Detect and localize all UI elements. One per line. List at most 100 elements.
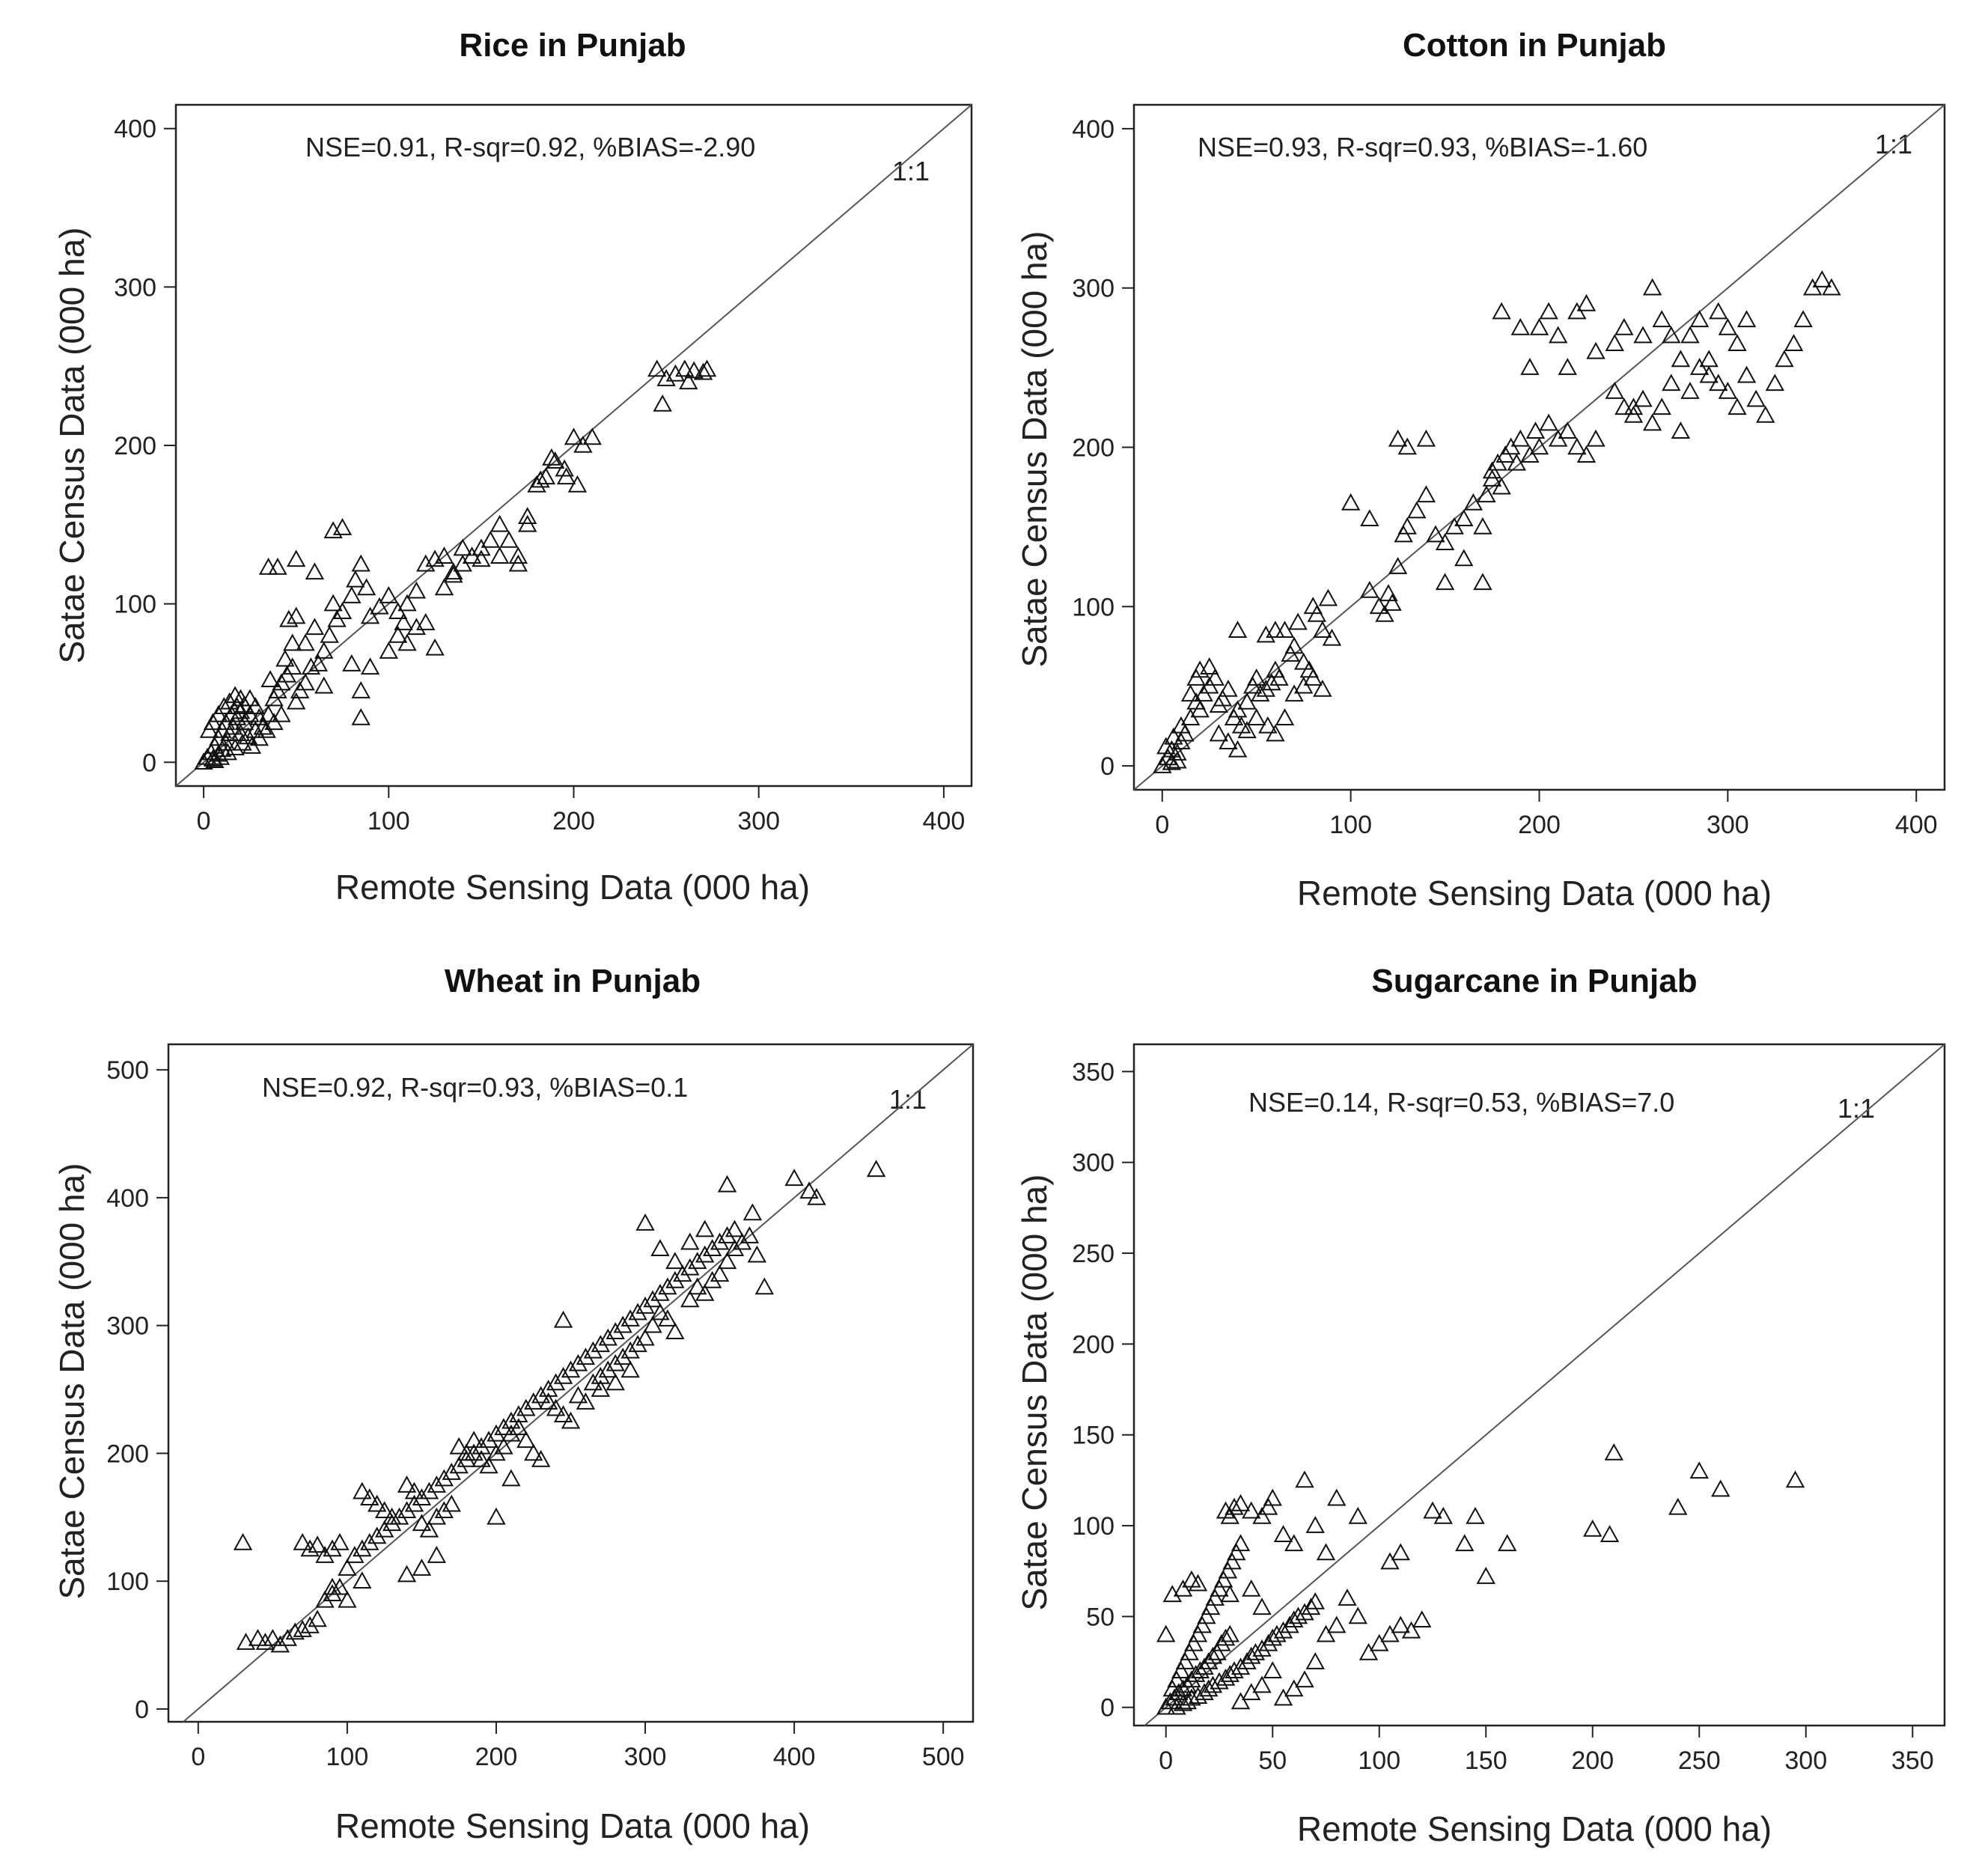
data-point (542, 448, 561, 466)
data-point (487, 1507, 506, 1525)
data-point (1567, 437, 1587, 455)
data-point (1203, 1646, 1223, 1664)
data-point (210, 747, 231, 765)
data-point (1454, 549, 1474, 567)
data-point (1316, 1543, 1336, 1561)
data-point (338, 1559, 357, 1576)
data-point (412, 1559, 432, 1576)
y-tick-label: 100 (1072, 1512, 1114, 1541)
data-point (1498, 1534, 1517, 1552)
data-point (314, 676, 334, 694)
one-to-one-line (183, 1044, 974, 1723)
data-point (406, 618, 427, 636)
x-tick-label: 100 (368, 807, 410, 835)
data-point (412, 1488, 432, 1505)
data-point (397, 594, 417, 612)
chart-title: Rice in Punjab (459, 27, 686, 64)
data-point (1520, 358, 1540, 375)
data-point (1435, 573, 1455, 591)
data-point (1162, 1679, 1182, 1697)
data-point (286, 606, 306, 624)
data-point (419, 1520, 439, 1538)
data-point (1718, 317, 1738, 335)
data-point (799, 1181, 819, 1199)
data-point (1756, 405, 1775, 423)
y-tick-label: 0 (1100, 1694, 1114, 1723)
data-point (747, 1245, 767, 1263)
x-tick-label: 50 (1258, 1746, 1287, 1775)
data-point (1162, 752, 1182, 770)
data-point (1327, 1488, 1347, 1506)
data-point (434, 1501, 454, 1519)
y-tick-label: 0 (135, 1696, 149, 1724)
data-point (464, 1431, 484, 1449)
data-point (286, 692, 306, 710)
data-point (866, 1160, 886, 1178)
data-point (1318, 588, 1338, 606)
data-point (238, 727, 258, 745)
data-point (1529, 437, 1549, 455)
data-point (315, 1545, 335, 1563)
data-point (1220, 1585, 1239, 1603)
data-point (1252, 1639, 1272, 1657)
data-point (583, 1373, 603, 1391)
data-point (1190, 1661, 1210, 1678)
data-point (582, 427, 602, 445)
data-point (1218, 1561, 1238, 1579)
data-point (1225, 1661, 1244, 1678)
data-point (665, 364, 686, 382)
data-point (490, 514, 510, 532)
data-point (1205, 668, 1225, 686)
data-point (1586, 429, 1606, 447)
data-point (1327, 1615, 1347, 1633)
x-tick-label: 500 (922, 1743, 965, 1771)
data-point (427, 1507, 447, 1525)
data-point (1576, 445, 1597, 463)
data-point (635, 1296, 655, 1314)
data-point (1180, 684, 1201, 702)
data-point (538, 1379, 558, 1397)
data-point (1197, 1607, 1216, 1624)
data-point (1182, 1670, 1201, 1688)
data-point (1199, 1652, 1219, 1669)
data-point (1586, 341, 1606, 359)
data-point (531, 1449, 551, 1467)
data-point (1822, 278, 1841, 296)
data-point (1295, 1603, 1314, 1621)
data-point (360, 1488, 379, 1505)
data-point (300, 1539, 320, 1557)
data-point (1736, 365, 1757, 383)
data-point (427, 1475, 447, 1493)
data-point (1284, 1679, 1304, 1697)
data-point (1689, 310, 1710, 328)
data-point (1435, 533, 1455, 550)
data-point (606, 1322, 625, 1339)
data-point (379, 642, 398, 659)
data-point (305, 618, 325, 636)
data-point (516, 1431, 536, 1449)
data-point (564, 427, 584, 445)
data-point (1746, 389, 1766, 407)
data-point (427, 1545, 447, 1563)
data-point (1558, 358, 1577, 375)
y-tick-label: 400 (106, 1184, 149, 1213)
data-point (1305, 1652, 1325, 1669)
data-point (296, 673, 315, 691)
data-point (1269, 668, 1289, 686)
data-point (1188, 1624, 1208, 1642)
x-tick-label: 350 (1891, 1746, 1934, 1775)
y-tick-label: 400 (1072, 115, 1114, 144)
x-tick-label: 400 (923, 807, 966, 835)
data-point (1258, 1633, 1278, 1651)
data-point (1633, 389, 1653, 407)
data-point (680, 1232, 700, 1250)
data-point (246, 697, 265, 714)
one-to-one-line (1133, 104, 1945, 791)
data-point (546, 1373, 566, 1391)
plot-frame (1132, 1043, 1946, 1727)
data-point (509, 1418, 528, 1436)
data-point (1407, 501, 1427, 519)
data-point (457, 1449, 476, 1467)
data-point (1473, 517, 1492, 535)
